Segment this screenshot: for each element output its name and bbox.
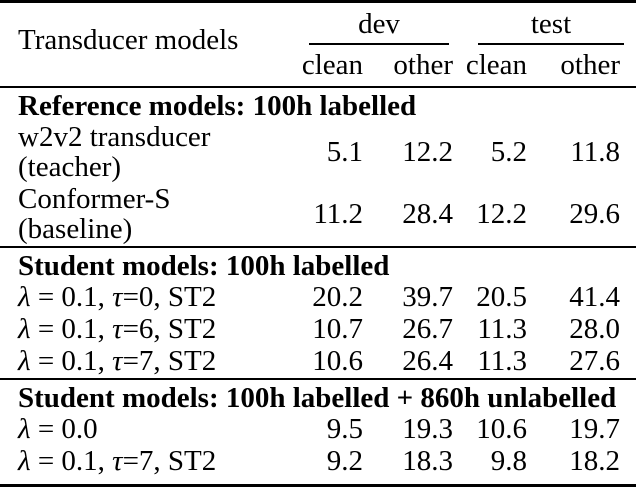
model-name-cell: λ = 0.1, τ=6, ST2	[18, 313, 217, 345]
table-row: λ = 0.1, τ=7, ST2 9.2 18.3 9.8 18.2	[0, 446, 636, 486]
col-header-transducer-models: Transducer models	[18, 24, 239, 56]
math-variable: λ	[18, 345, 31, 377]
value-cell: 26.4	[402, 345, 453, 377]
math-variable: λ	[18, 445, 31, 477]
value-cell: 11.2	[313, 198, 363, 230]
col-group-test: test	[453, 2, 636, 47]
table-row: λ = 0.0 9.5 19.3 10.6 19.7	[0, 414, 636, 446]
model-name-cell: λ = 0.1, τ=0, ST2	[18, 281, 217, 313]
model-name-cell: w2v2 transducer (teacher)	[18, 121, 211, 183]
value-cell: 12.2	[402, 136, 453, 168]
value-cell: 5.1	[326, 136, 363, 168]
col-header-dev-other: other	[393, 49, 453, 81]
value-cell: 12.2	[476, 198, 527, 230]
value-cell: 28.4	[402, 198, 453, 230]
section-header-row: Reference models: 100h labelled	[0, 87, 636, 122]
model-name-cell: λ = 0.1, τ=7, ST2	[18, 345, 217, 377]
col-header-test-other: other	[560, 49, 620, 81]
col-group-test-label: test	[478, 9, 624, 45]
group-header-row: Transducer models dev test	[0, 2, 636, 55]
value-cell: 26.7	[402, 313, 453, 345]
value-cell: 19.7	[569, 413, 620, 445]
model-name-cell: λ = 0.1, τ=7, ST2	[18, 445, 217, 477]
model-name-cell: λ = 0.0	[18, 413, 98, 445]
section-header: Student models: 100h labelled	[18, 250, 390, 282]
value-cell: 39.7	[402, 281, 453, 313]
value-cell: 9.8	[490, 445, 527, 477]
value-cell: 18.3	[402, 445, 453, 477]
col-group-dev-label: dev	[309, 9, 449, 45]
value-cell: 19.3	[402, 413, 453, 445]
value-cell: 18.2	[569, 445, 620, 477]
value-cell: 10.6	[476, 413, 527, 445]
section-header-row: Student models: 100h labelled	[0, 247, 636, 282]
value-cell: 20.5	[476, 281, 527, 313]
value-cell: 20.2	[312, 281, 363, 313]
subheader-row: clean other clean other	[0, 46, 636, 87]
value-cell: 10.7	[312, 313, 363, 345]
math-variable: τ	[112, 345, 123, 377]
value-cell: 41.4	[569, 281, 620, 313]
math-variable: λ	[18, 281, 31, 313]
math-variable: τ	[112, 313, 123, 345]
value-cell: 5.2	[490, 136, 527, 168]
section-header: Reference models: 100h labelled	[18, 90, 417, 122]
value-cell: 29.6	[569, 198, 620, 230]
table-row: w2v2 transducer (teacher) 5.1 12.2 5.2 11.8	[0, 122, 636, 184]
value-cell: 11.3	[477, 345, 527, 377]
value-cell: 11.8	[570, 136, 620, 168]
value-cell: 10.6	[312, 345, 363, 377]
math-variable: λ	[18, 313, 31, 345]
table-body: Reference models: 100h labelled w2v2 tran…	[0, 87, 636, 486]
math-variable: τ	[112, 445, 123, 477]
table-header: Transducer models dev test clean other c…	[0, 2, 636, 87]
col-header-test-clean: clean	[465, 49, 527, 81]
table-row: λ = 0.1, τ=7, ST2 10.6 26.4 11.3 27.6	[0, 346, 636, 379]
table-row: Conformer-S (baseline) 11.2 28.4 12.2 29.6	[0, 184, 636, 247]
table-row: λ = 0.1, τ=6, ST2 10.7 26.7 11.3 28.0	[0, 314, 636, 346]
table-row: λ = 0.1, τ=0, ST2 20.2 39.7 20.5 41.4	[0, 282, 636, 314]
value-cell: 28.0	[569, 313, 620, 345]
value-cell: 27.6	[569, 345, 620, 377]
value-cell: 9.2	[326, 445, 363, 477]
value-cell: 11.3	[477, 313, 527, 345]
math-variable: τ	[112, 281, 123, 313]
value-cell: 9.5	[326, 413, 363, 445]
model-name-cell: Conformer-S (baseline)	[18, 183, 171, 245]
col-group-dev: dev	[285, 2, 453, 47]
col-header-dev-clean: clean	[301, 49, 363, 81]
math-variable: λ	[18, 413, 31, 445]
section-header: Student models: 100h labelled + 860h unl…	[18, 382, 617, 414]
section-header-row: Student models: 100h labelled + 860h unl…	[0, 379, 636, 414]
